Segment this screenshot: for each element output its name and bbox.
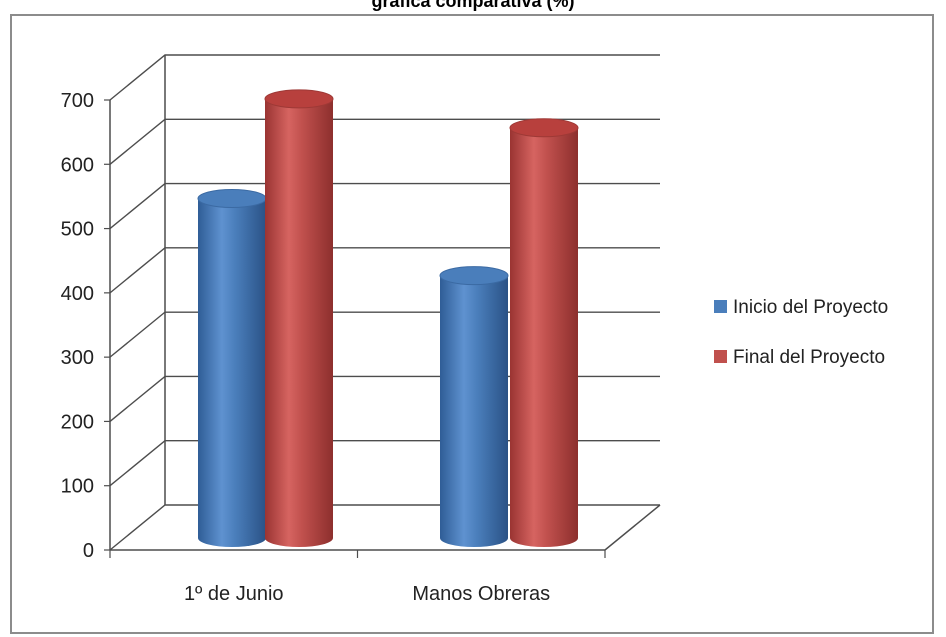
y-tick-label: 300 — [61, 347, 94, 369]
cylinder-body — [198, 198, 266, 547]
y-tick-label: 200 — [61, 411, 94, 433]
y-tick-label: 500 — [61, 219, 94, 241]
y-tick-label: 400 — [61, 283, 94, 305]
bar-inicio-0 — [197, 189, 267, 547]
cylinder-body — [440, 275, 508, 547]
y-tick-label: 0 — [83, 540, 94, 562]
legend-swatch — [714, 350, 727, 363]
gridline — [109, 118, 660, 165]
chart-title: gráfica comparativa (%) — [371, 0, 575, 11]
legend-label: Final del Proyecto — [733, 347, 885, 368]
legend: Inicio del Proyecto Final del Proyecto — [714, 297, 888, 368]
y-tick-label: 700 — [61, 90, 94, 112]
bars — [197, 89, 579, 548]
x-category-label: Manos Obreras — [412, 583, 550, 605]
gridline — [109, 247, 660, 294]
y-tick-label: 100 — [61, 476, 94, 498]
x-axis-ticks: 1º de Junio Manos Obreras — [109, 550, 606, 605]
cylinder-body — [510, 127, 578, 548]
y-tick-label: 600 — [61, 154, 94, 176]
gridline — [109, 182, 660, 230]
cylinder-top — [197, 189, 267, 208]
cylinder-top — [509, 118, 579, 138]
bar-inicio-1 — [439, 266, 509, 547]
legend-label: Inicio del Proyecto — [733, 297, 888, 318]
cylinder-top — [439, 266, 509, 286]
gridline — [109, 54, 660, 101]
y-axis-ticks: 0 100 200 300 400 500 600 700 — [61, 90, 110, 562]
x-category-label: 1º de Junio — [184, 583, 284, 605]
cylinder-top — [264, 89, 334, 109]
bar-final-1 — [509, 118, 579, 548]
bar-final-0 — [264, 89, 334, 547]
legend-swatch — [714, 300, 727, 313]
cylinder-body — [265, 98, 333, 547]
